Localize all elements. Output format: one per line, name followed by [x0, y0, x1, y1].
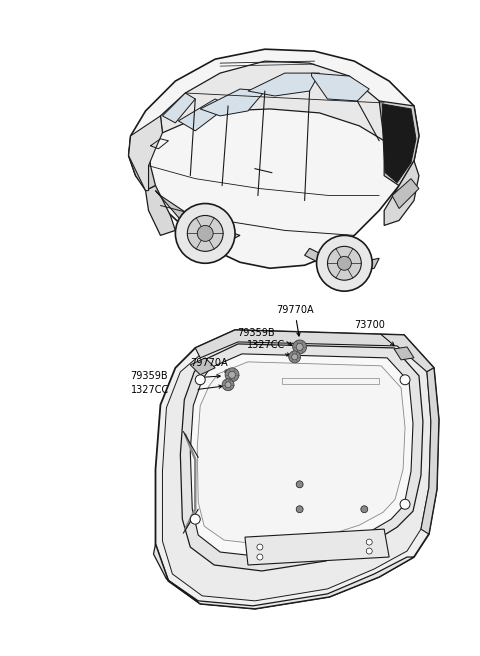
Polygon shape: [162, 93, 195, 123]
Circle shape: [327, 247, 361, 280]
Polygon shape: [129, 49, 419, 268]
Circle shape: [187, 215, 223, 251]
Text: 79359B: 79359B: [237, 328, 275, 338]
Circle shape: [288, 351, 300, 363]
Circle shape: [228, 371, 236, 379]
Circle shape: [316, 236, 372, 291]
Text: 79770A: 79770A: [190, 358, 228, 368]
Polygon shape: [156, 330, 439, 609]
Polygon shape: [384, 161, 419, 226]
Circle shape: [175, 203, 235, 263]
Polygon shape: [145, 186, 175, 236]
Circle shape: [293, 340, 307, 354]
Polygon shape: [197, 362, 405, 545]
Polygon shape: [394, 347, 414, 360]
Polygon shape: [248, 73, 320, 96]
Polygon shape: [379, 101, 419, 186]
Polygon shape: [200, 89, 265, 116]
Text: 79359B: 79359B: [131, 371, 168, 380]
Polygon shape: [421, 368, 439, 534]
Polygon shape: [162, 338, 431, 601]
Circle shape: [337, 256, 351, 270]
Circle shape: [222, 379, 234, 391]
Polygon shape: [156, 191, 240, 240]
Circle shape: [361, 506, 368, 513]
Polygon shape: [245, 529, 389, 565]
Text: 79770A: 79770A: [276, 305, 313, 336]
Polygon shape: [154, 544, 414, 609]
Circle shape: [296, 344, 303, 350]
Circle shape: [292, 354, 298, 360]
Circle shape: [366, 548, 372, 554]
Circle shape: [195, 375, 205, 385]
Polygon shape: [190, 358, 215, 375]
Circle shape: [190, 514, 200, 524]
Polygon shape: [195, 330, 434, 372]
Circle shape: [400, 499, 410, 509]
Text: 73700: 73700: [354, 320, 394, 346]
Polygon shape: [382, 104, 416, 182]
Polygon shape: [392, 178, 419, 209]
Polygon shape: [190, 354, 413, 557]
Polygon shape: [160, 61, 394, 141]
Polygon shape: [179, 99, 228, 131]
Polygon shape: [129, 116, 162, 191]
Polygon shape: [180, 344, 423, 571]
Circle shape: [296, 506, 303, 513]
Text: 1327CC: 1327CC: [131, 384, 169, 395]
Circle shape: [400, 375, 410, 385]
Circle shape: [257, 554, 263, 560]
Circle shape: [366, 539, 372, 545]
Text: 1327CC: 1327CC: [247, 340, 285, 350]
Polygon shape: [305, 249, 379, 272]
Circle shape: [225, 368, 239, 382]
Circle shape: [197, 226, 213, 241]
Polygon shape: [312, 73, 369, 101]
Circle shape: [257, 544, 263, 550]
Polygon shape: [129, 136, 156, 191]
Circle shape: [225, 382, 231, 388]
Circle shape: [296, 481, 303, 488]
